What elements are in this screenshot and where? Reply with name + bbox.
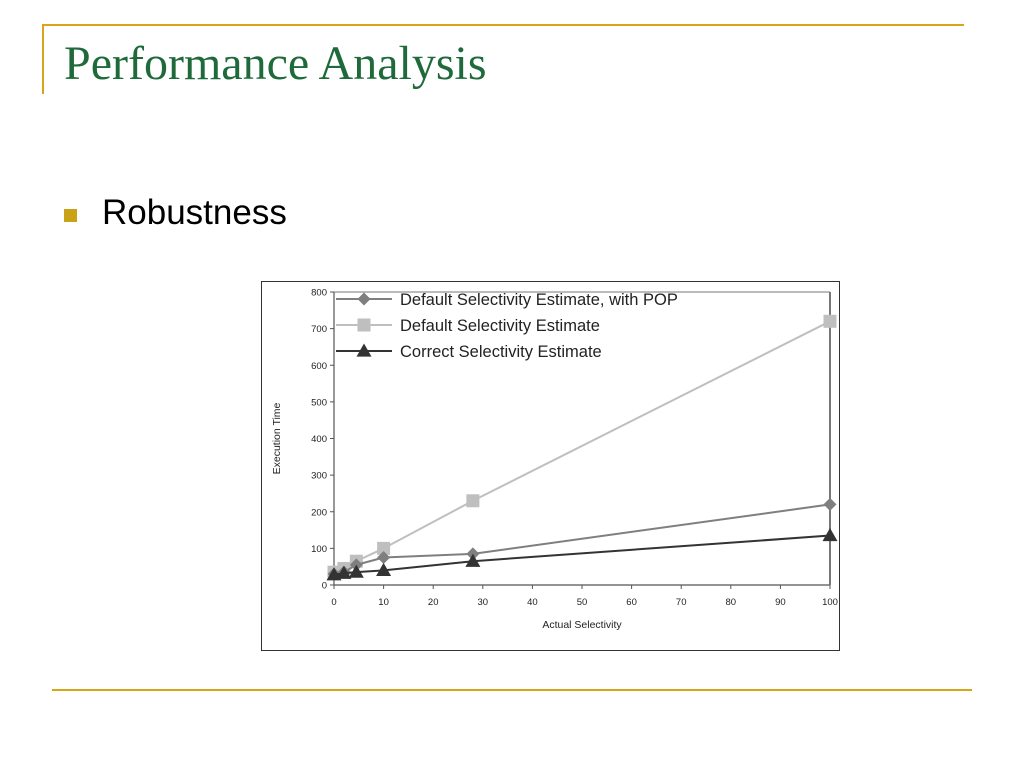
data-point-triangle: [376, 562, 392, 576]
y-axis-label: Execution Time: [271, 402, 283, 474]
data-point-square: [823, 314, 837, 328]
x-tick-label: 90: [775, 597, 786, 608]
left-accent-rule: [42, 24, 44, 94]
series-line-diamond: [333, 503, 831, 575]
data-point-triangle: [822, 528, 838, 542]
y-tick-label: 600: [311, 361, 327, 372]
bullet-robustness: Robustness: [102, 193, 287, 232]
y-tick-label: 700: [311, 324, 327, 335]
data-point-diamond: [377, 551, 391, 565]
chart-frame: 0 100 200 300 400 500 600 700 800 0 10 20 30 40 50 60 70…: [261, 281, 840, 651]
data-point-triangle: [465, 553, 481, 567]
bullet-square-icon: [64, 209, 77, 222]
y-tick-label: 500: [311, 397, 327, 408]
bottom-accent-rule: [52, 689, 972, 691]
x-tick-label: 100: [822, 597, 838, 608]
execution-time-chart: 0 100 200 300 400 500 600 700 800 0 10 20 30 40 50 60 70…: [271, 288, 838, 632]
legend-marker-square: [357, 318, 371, 332]
x-tick-label: 20: [428, 597, 439, 608]
legend-label-triangle: Correct Selectivity Estimate: [400, 343, 602, 361]
x-tick-label: 60: [626, 597, 637, 608]
y-tick-label: 200: [311, 507, 327, 518]
y-tick-label: 800: [311, 288, 327, 299]
series-line-triangle: [333, 534, 831, 576]
x-tick-label: 10: [378, 597, 389, 608]
data-point-square: [466, 494, 480, 508]
legend-label-diamond: Default Selectivity Estimate, with POP: [400, 291, 678, 309]
slide-title: Performance Analysis: [64, 37, 487, 90]
x-axis-label: Actual Selectivity: [542, 619, 622, 631]
x-tick-label: 0: [331, 597, 336, 608]
data-point-triangle: [336, 565, 352, 579]
x-tick-label: 70: [676, 597, 687, 608]
y-tick-label: 300: [311, 471, 327, 482]
y-tick-label: 400: [311, 434, 327, 445]
top-accent-rule: [42, 24, 964, 26]
legend-marker-diamond: [357, 292, 371, 306]
data-point-triangle: [348, 564, 364, 578]
legend-label-square: Default Selectivity Estimate: [400, 317, 600, 335]
x-tick-label: 30: [478, 597, 489, 608]
data-point-diamond: [823, 497, 837, 511]
x-tick-label: 80: [726, 597, 737, 608]
legend-marker-triangle: [356, 343, 372, 357]
y-tick-label: 0: [322, 581, 327, 592]
x-tick-label: 40: [527, 597, 538, 608]
x-tick-label: 50: [577, 597, 588, 608]
y-tick-label: 100: [311, 544, 327, 555]
data-point-square: [377, 541, 391, 555]
